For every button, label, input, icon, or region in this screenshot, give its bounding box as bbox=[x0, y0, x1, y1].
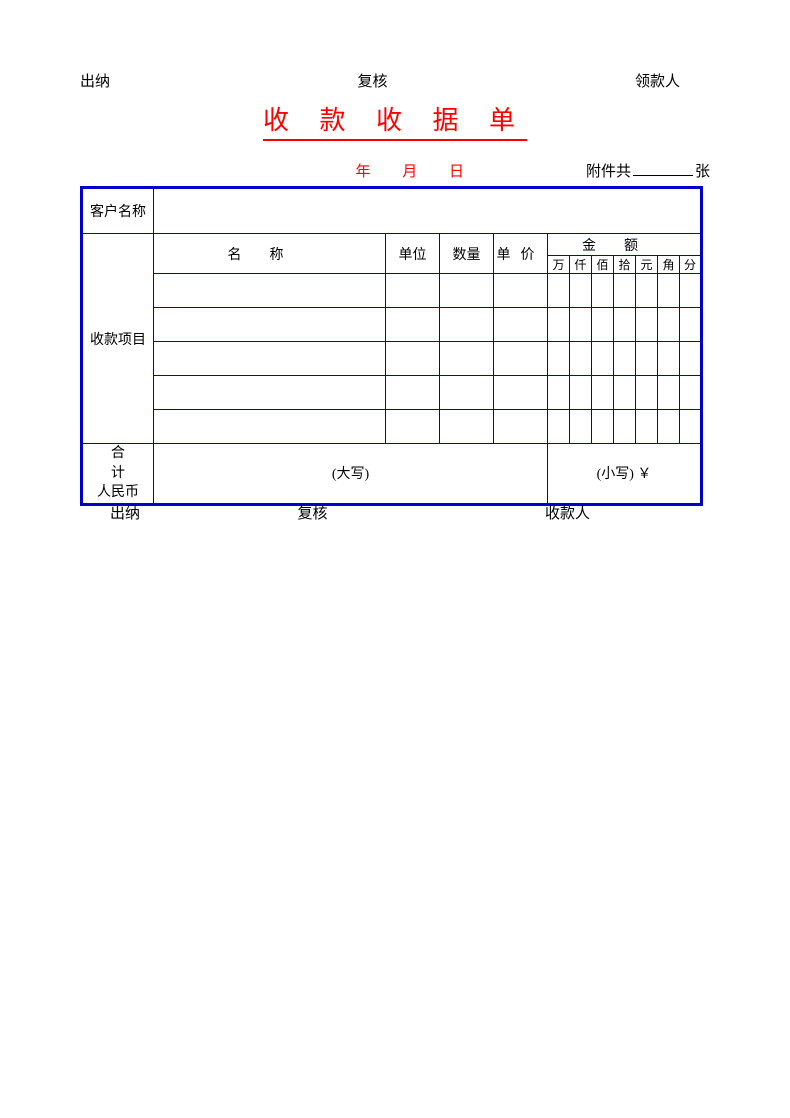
col-qty: 数量 bbox=[440, 234, 494, 274]
item-row bbox=[82, 342, 702, 376]
col-price: 单价 bbox=[494, 234, 548, 274]
total-label: 合计 人民币 bbox=[82, 444, 154, 505]
bottom-payee-label: 收款人 bbox=[545, 502, 710, 523]
col-amount: 金额 bbox=[548, 234, 702, 256]
receipt-page: 出纳 复核 领款人 收 款 收 据 单 年 月 日 附件共 张 客户名称 收款项目… bbox=[0, 0, 790, 1118]
top-cashier-label: 出纳 bbox=[80, 70, 110, 91]
document-title: 收 款 收 据 单 bbox=[0, 100, 790, 137]
attachment-prefix: 附件共 bbox=[586, 164, 631, 180]
digit-shi: 拾 bbox=[614, 256, 636, 274]
attachment-blank bbox=[633, 162, 693, 176]
customer-value bbox=[154, 188, 702, 234]
month-label: 月 bbox=[402, 164, 419, 180]
bottom-cashier-label: 出纳 bbox=[80, 502, 140, 523]
attachment-suffix: 张 bbox=[695, 164, 710, 180]
digit-fen: 分 bbox=[680, 256, 702, 274]
day-label: 日 bbox=[449, 164, 466, 180]
project-label: 收款项目 bbox=[82, 234, 154, 444]
digit-jiao: 角 bbox=[658, 256, 680, 274]
item-row bbox=[82, 308, 702, 342]
total-label-line1: 合计 bbox=[83, 444, 153, 483]
digit-bai: 佰 bbox=[592, 256, 614, 274]
item-row bbox=[82, 410, 702, 444]
document-title-text: 收 款 收 据 单 bbox=[263, 106, 527, 141]
date-attachment-row: 年 月 日 附件共 张 bbox=[80, 160, 710, 181]
year-label: 年 bbox=[355, 164, 372, 180]
date-field: 年 月 日 bbox=[331, 160, 466, 181]
item-row bbox=[82, 376, 702, 410]
top-reviewer-label: 复核 bbox=[110, 70, 635, 91]
bottom-reviewer-label: 复核 bbox=[140, 502, 545, 523]
digit-wan: 万 bbox=[548, 256, 570, 274]
top-payee-label: 领款人 bbox=[635, 70, 710, 91]
attachment-field: 附件共 张 bbox=[586, 160, 710, 181]
col-name: 名称 bbox=[154, 234, 386, 274]
top-signature-row: 出纳 复核 领款人 bbox=[80, 70, 710, 91]
receipt-table: 客户名称 收款项目 名称 单位 数量 单价 金额 万 仟 佰 拾 元 角 分 bbox=[80, 186, 703, 506]
customer-label: 客户名称 bbox=[82, 188, 154, 234]
total-lower: (小写) ￥ bbox=[548, 444, 702, 505]
total-label-line2: 人民币 bbox=[83, 483, 153, 503]
col-unit: 单位 bbox=[386, 234, 440, 274]
digit-qian: 仟 bbox=[570, 256, 592, 274]
item-row bbox=[82, 274, 702, 308]
bottom-signature-row: 出纳 复核 收款人 bbox=[80, 502, 710, 523]
digit-yuan: 元 bbox=[636, 256, 658, 274]
total-upper: (大写) bbox=[154, 444, 548, 505]
